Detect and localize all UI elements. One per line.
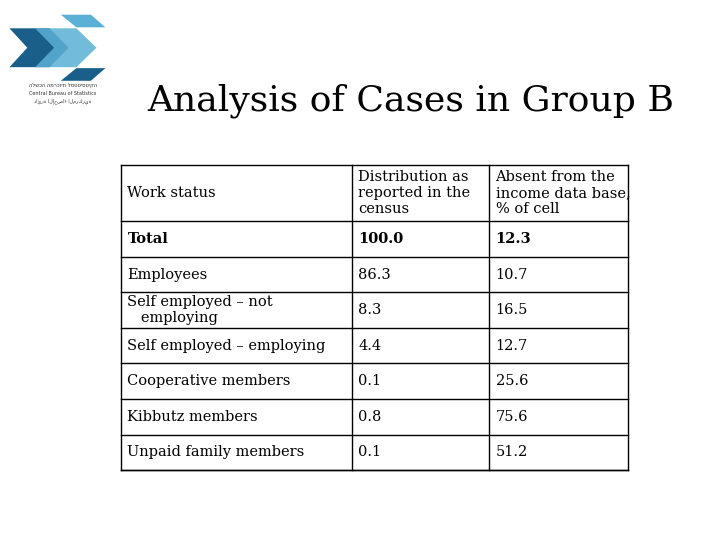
Text: 0.1: 0.1: [359, 446, 382, 460]
Text: Work status: Work status: [127, 186, 216, 200]
Text: Absent from the
income data base,
% of cell: Absent from the income data base, % of c…: [495, 170, 630, 216]
Text: Central Bureau of Statistics: Central Bureau of Statistics: [30, 91, 96, 96]
Text: Self employed – employing: Self employed – employing: [127, 339, 325, 353]
Polygon shape: [9, 28, 68, 67]
Text: הלשכה המרכזית לסטטיסטיקה: הלשכה המרכזית לסטטיסטיקה: [29, 83, 97, 87]
Polygon shape: [60, 15, 105, 28]
Text: Cooperative members: Cooperative members: [127, 374, 291, 388]
Text: Unpaid family members: Unpaid family members: [127, 446, 305, 460]
Polygon shape: [60, 68, 105, 81]
Text: 75.6: 75.6: [495, 410, 528, 424]
Text: دائرة الإحصاء المركزية: دائرة الإحصاء المركزية: [35, 98, 91, 104]
Text: Self employed – not
   employing: Self employed – not employing: [127, 295, 273, 325]
Text: Employees: Employees: [127, 267, 207, 281]
Text: 86.3: 86.3: [359, 267, 391, 281]
Text: Analysis of Cases in Group B: Analysis of Cases in Group B: [148, 84, 675, 118]
Text: Total: Total: [127, 232, 168, 246]
Text: 4.4: 4.4: [359, 339, 382, 353]
Text: Kibbutz members: Kibbutz members: [127, 410, 258, 424]
Text: 25.6: 25.6: [495, 374, 528, 388]
Text: 12.7: 12.7: [495, 339, 528, 353]
Text: 100.0: 100.0: [359, 232, 404, 246]
Text: 8.3: 8.3: [359, 303, 382, 317]
Text: 0.8: 0.8: [359, 410, 382, 424]
Polygon shape: [35, 28, 96, 67]
Text: 12.3: 12.3: [495, 232, 531, 246]
Text: Distribution as
reported in the
census: Distribution as reported in the census: [359, 170, 471, 216]
Text: 51.2: 51.2: [495, 446, 528, 460]
Text: 10.7: 10.7: [495, 267, 528, 281]
Text: 0.1: 0.1: [359, 374, 382, 388]
Text: 16.5: 16.5: [495, 303, 528, 317]
